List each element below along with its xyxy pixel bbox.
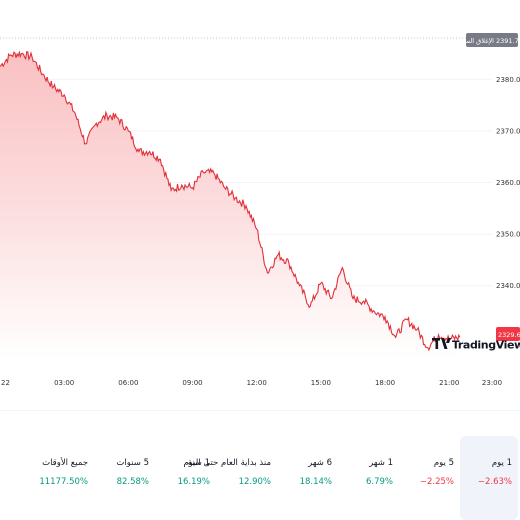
period-change: 16.19% bbox=[177, 477, 210, 487]
x-tick-label: 22 bbox=[1, 379, 10, 387]
period-label: 5 يوم bbox=[433, 458, 454, 468]
previous-close-badge: الإغلاق السابق 2391.77 bbox=[455, 33, 520, 47]
previous-close-value: 2391.77 bbox=[496, 37, 520, 45]
price-line bbox=[0, 50, 461, 352]
chart-divider bbox=[0, 410, 520, 411]
period-label: 1 يوم bbox=[491, 458, 512, 468]
y-axis: 2380.00 2370.00 2360.00 2350.00 2340.00 bbox=[496, 76, 520, 290]
period-label: جميع الأوقات bbox=[42, 458, 88, 468]
period-label: 1 شهر bbox=[369, 458, 393, 468]
period-tab[interactable]: منذ بداية العام حتى اليوم 12.90% bbox=[184, 436, 271, 520]
last-price-badge: 2329.67 bbox=[496, 327, 520, 341]
period-label: منذ بداية العام حتى اليوم bbox=[183, 458, 271, 468]
x-tick-label: 06:00 bbox=[118, 379, 138, 387]
tradingview-wordmark: TradingView bbox=[452, 339, 520, 352]
period-change: 6.79% bbox=[365, 477, 393, 487]
tradingview-logo[interactable]: TradingView bbox=[432, 338, 520, 352]
x-tick-label: 03:00 bbox=[54, 379, 74, 387]
period-change: 11177.50% bbox=[39, 477, 88, 487]
y-tick-label: 2370.00 bbox=[496, 127, 520, 135]
x-tick-label: 12:00 bbox=[247, 379, 267, 387]
period-change: 82.58% bbox=[116, 477, 149, 487]
y-tick-label: 2380.00 bbox=[496, 76, 520, 84]
x-axis: 22 03:00 06:00 09:00 12:00 15:00 18:00 21:00 23:… bbox=[1, 379, 502, 387]
period-tab[interactable]: 1 يوم −2.63% bbox=[460, 436, 518, 520]
period-tab[interactable]: 1 شهر 6.79% bbox=[332, 436, 393, 520]
x-tick-label: 15:00 bbox=[311, 379, 331, 387]
last-price-value: 2329.67 bbox=[498, 331, 520, 339]
performance-periods: 1 يوم −2.63% 5 يوم −2.25% 1 شهر 6.79% 6 شهر 18.… bbox=[0, 436, 520, 520]
period-tab[interactable]: 1 سنة 16.19% bbox=[149, 436, 210, 520]
period-change: 18.14% bbox=[299, 477, 332, 487]
period-label: 5 سنوات bbox=[116, 458, 149, 468]
price-chart[interactable]: 2380.00 2370.00 2360.00 2350.00 2340.00 22 03… bbox=[0, 0, 520, 395]
x-tick-label: 23:00 bbox=[482, 379, 502, 387]
price-area-fill bbox=[0, 51, 460, 358]
period-change: 12.90% bbox=[238, 477, 271, 487]
period-tab[interactable]: 6 شهر 18.14% bbox=[271, 436, 332, 520]
y-tick-label: 2360.00 bbox=[496, 179, 520, 187]
x-tick-label: 09:00 bbox=[182, 379, 202, 387]
period-change: −2.25% bbox=[419, 477, 454, 487]
y-tick-label: 2350.00 bbox=[496, 231, 520, 239]
period-tab[interactable]: 5 يوم −2.25% bbox=[393, 436, 454, 520]
x-tick-label: 18:00 bbox=[375, 379, 395, 387]
x-tick-label: 21:00 bbox=[439, 379, 459, 387]
period-label: 6 شهر bbox=[308, 458, 332, 468]
period-tab[interactable]: 5 سنوات 82.58% bbox=[88, 436, 149, 520]
period-label: 1 سنة bbox=[187, 458, 210, 468]
previous-close-label: الإغلاق السابق bbox=[455, 37, 494, 45]
period-tab[interactable]: جميع الأوقات 11177.50% bbox=[27, 436, 88, 520]
y-tick-label: 2340.00 bbox=[496, 282, 520, 290]
tradingview-icon bbox=[432, 338, 451, 349]
period-change: −2.63% bbox=[477, 477, 512, 487]
